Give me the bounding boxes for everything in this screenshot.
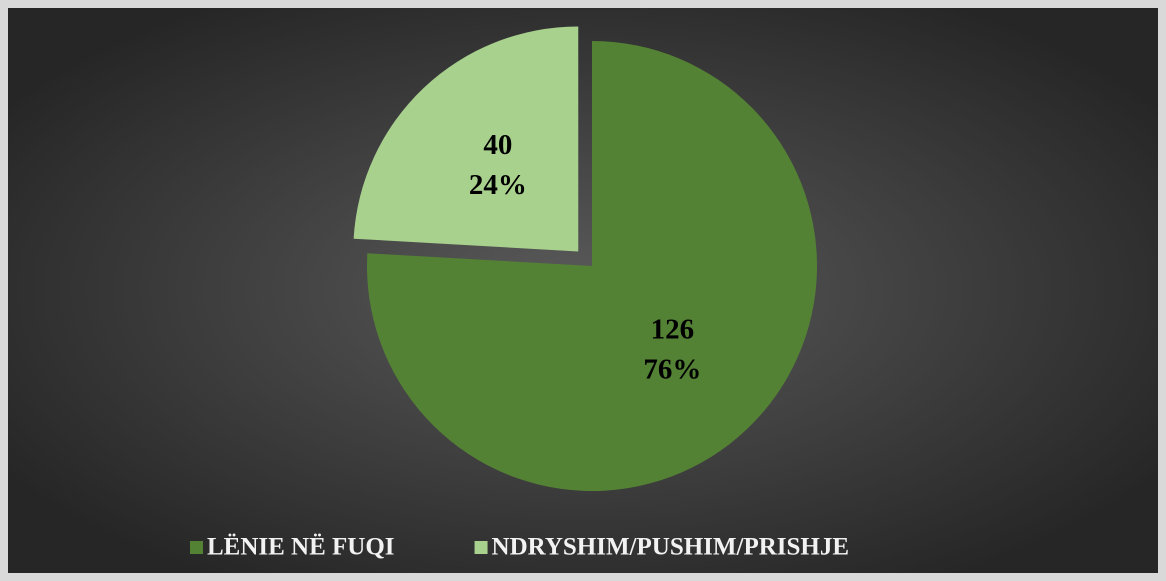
pie-slice xyxy=(367,41,817,491)
legend-marker xyxy=(474,541,488,554)
legend-marker xyxy=(190,541,203,554)
legend-label: NDRYSHIM/PUSHIM/PRISHJE xyxy=(492,534,849,561)
data-labels: 126 76% 40 24% xyxy=(469,129,701,386)
data-label-percent: 76% xyxy=(643,354,701,386)
data-label-percent: 24% xyxy=(469,169,527,201)
data-label-value: 126 xyxy=(651,314,695,346)
legend: LËNIE NË FUQI NDRYSHIM/PUSHIM/PRISHJE xyxy=(190,534,849,561)
data-label-value: 40 xyxy=(483,129,512,161)
pie-slice xyxy=(353,26,579,252)
legend-label: LËNIE NË FUQI xyxy=(207,534,395,561)
pie xyxy=(353,26,817,491)
